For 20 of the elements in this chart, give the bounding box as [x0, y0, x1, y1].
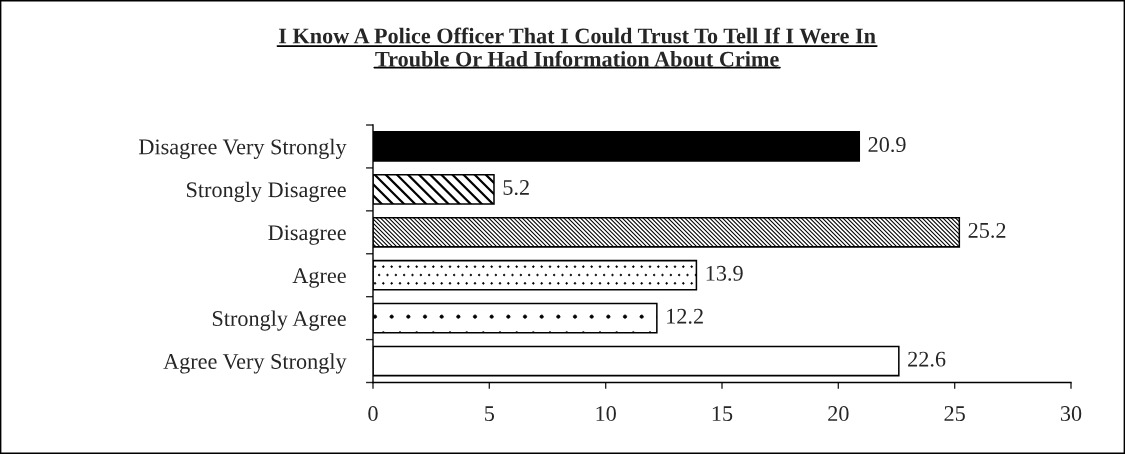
data-label: 22.6 — [908, 351, 946, 367]
x-tick-label: 15 — [712, 406, 733, 422]
x-tick-label: 20 — [828, 406, 849, 422]
chart-title: I Know A Police Officer That I Could Trust To Tell If I Were In Trouble Or Had Information About Crime — [278, 27, 876, 67]
data-label: 12.2 — [667, 308, 703, 324]
data-label: 20.9 — [868, 137, 906, 153]
y-tick-label: Agree Very Strongly — [163, 353, 347, 374]
y-tick-label: Strongly Disagree — [187, 181, 346, 202]
y-tick-label: Strongly Agree — [212, 310, 346, 331]
y-tick-label: Disagree — [268, 225, 346, 245]
x-tick-label: 10 — [596, 406, 616, 422]
data-label: 5.2 — [503, 180, 529, 196]
y-tick-label: Agree — [292, 268, 346, 288]
data-label: 13.9 — [706, 265, 743, 281]
data-label: 25.2 — [968, 222, 1006, 238]
x-tick-label: 30 — [1060, 406, 1082, 422]
y-tick-label: Disagree Very Strongly — [139, 138, 347, 159]
x-tick-label: 25 — [944, 406, 965, 422]
x-tick-label: 0 — [368, 406, 378, 422]
x-tick-label: 5 — [485, 406, 495, 422]
